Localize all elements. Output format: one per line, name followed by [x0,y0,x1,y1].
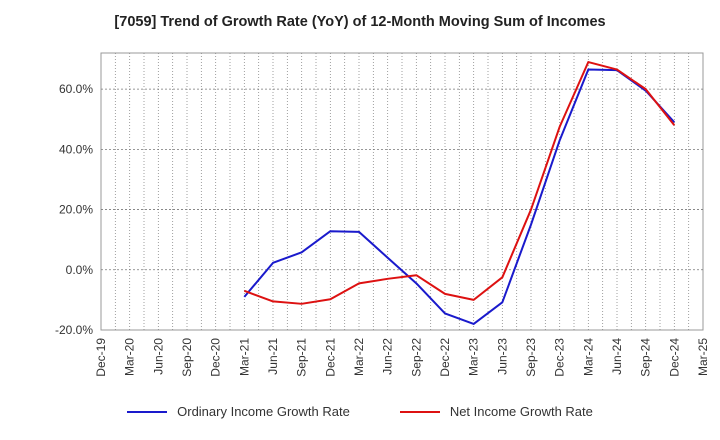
x-tick-label: Sep-21 [295,338,309,377]
x-tick-label: Dec-24 [667,338,681,377]
x-tick-label: Mar-20 [123,338,137,376]
x-tick-label: Dec-23 [553,338,567,377]
chart-title: [7059] Trend of Growth Rate (YoY) of 12-… [114,14,606,30]
y-tick-label: 20.0% [59,203,93,217]
x-tick-label: Mar-22 [352,338,366,376]
x-tick-label: Mar-23 [467,338,481,376]
x-tick-label: Dec-20 [209,338,223,377]
x-tick-label: Sep-23 [524,338,538,377]
y-tick-label: 0.0% [66,263,94,277]
x-tick-label: Jun-21 [266,338,280,375]
legend-swatch-net [399,410,440,413]
x-tick-label: Sep-24 [639,338,653,377]
y-tick-label: 40.0% [59,142,93,156]
legend-item-net: Net Income Growth Rate [399,404,593,419]
y-tick-label: -20.0% [55,323,93,337]
x-tick-label: Sep-22 [409,338,423,377]
legend-label-net: Net Income Growth Rate [449,404,593,419]
x-tick-label: Dec-19 [94,338,108,377]
legend-label-ordinary: Ordinary Income Growth Rate [177,404,350,419]
y-tick-label: 60.0% [59,82,93,96]
legend-swatch-ordinary [127,410,168,413]
x-tick-label: Mar-24 [581,338,595,376]
x-tick-label: Dec-22 [438,338,452,377]
x-tick-label: Sep-20 [180,338,194,377]
legend-item-ordinary: Ordinary Income Growth Rate [127,404,350,419]
x-tick-label: Jun-23 [495,338,509,375]
legend: Ordinary Income Growth Rate Net Income G… [0,404,720,419]
x-tick-label: Dec-21 [323,338,337,377]
x-tick-label: Jun-24 [610,338,624,375]
x-tick-label: Mar-25 [696,338,710,376]
x-tick-label: Jun-22 [381,338,395,375]
series-line-0 [243,68,676,325]
x-tick-label: Jun-20 [151,338,165,375]
x-tick-label: Mar-21 [237,338,251,376]
series-line-1 [243,61,676,305]
